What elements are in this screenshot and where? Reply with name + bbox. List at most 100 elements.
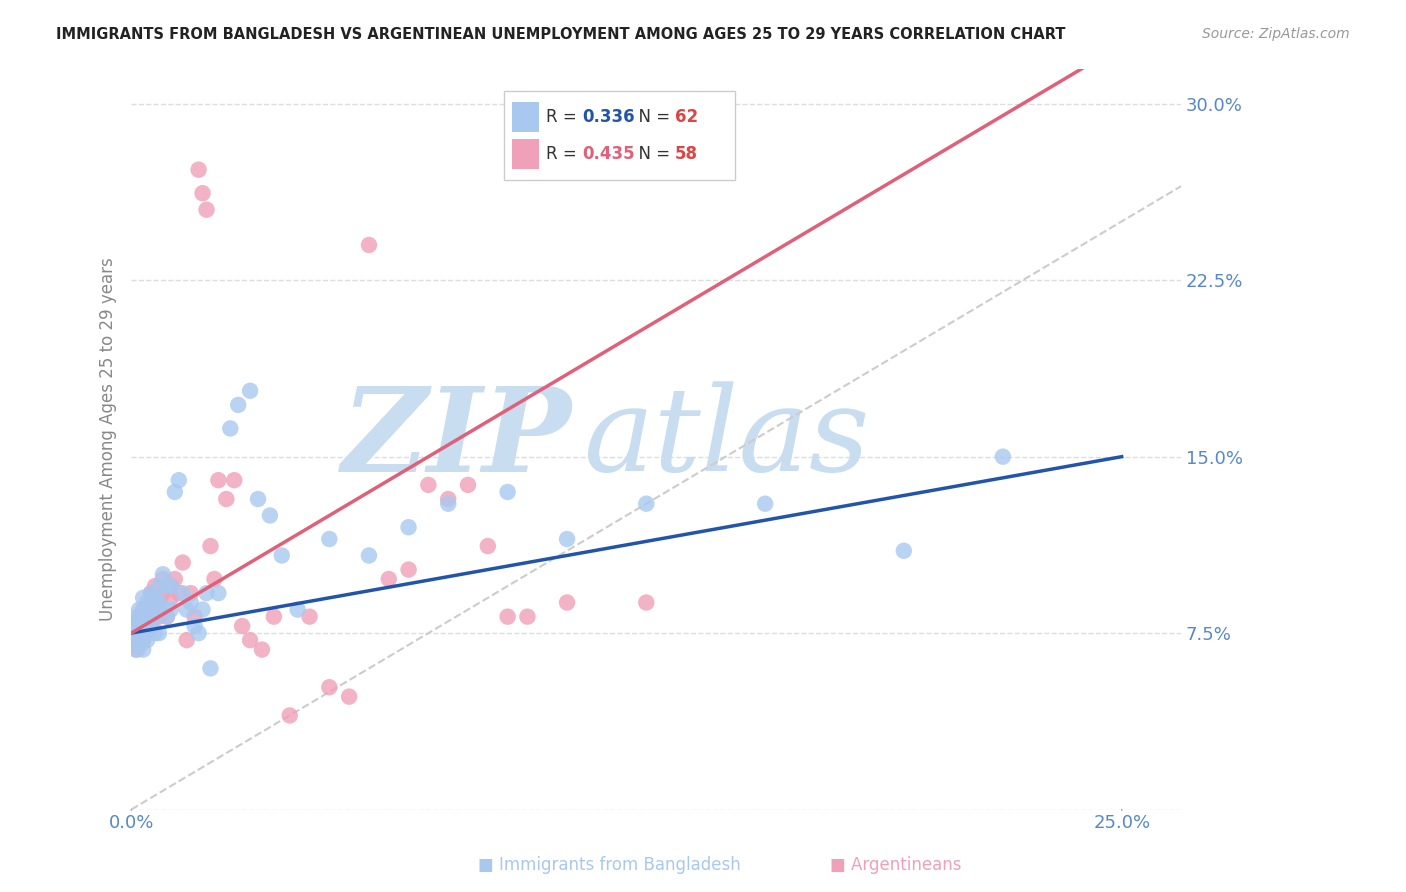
Point [156, 579, 179, 593]
Point [187, 626, 209, 640]
Point [516, 609, 538, 624]
Point [555, 532, 578, 546]
Text: IMMIGRANTS FROM BANGLADESH VS ARGENTINEAN UNEMPLOYMENT AMONG AGES 25 TO 29 YEARS: IMMIGRANTS FROM BANGLADESH VS ARGENTINEA… [56, 27, 1066, 42]
Point [183, 609, 205, 624]
Point [191, 186, 214, 201]
Point [132, 619, 155, 633]
Point [148, 626, 170, 640]
Point [160, 579, 183, 593]
Point [152, 586, 174, 600]
Point [136, 624, 159, 638]
Point [132, 609, 155, 624]
Point [124, 633, 146, 648]
Point [152, 572, 174, 586]
Point [132, 642, 155, 657]
Point [124, 642, 146, 657]
Point [318, 680, 340, 694]
Point [318, 532, 340, 546]
Point [132, 628, 155, 642]
Point [132, 602, 155, 616]
Point [148, 595, 170, 609]
Point [337, 690, 360, 704]
Point [167, 586, 190, 600]
Bar [503, 91, 735, 179]
Point [160, 591, 183, 605]
Point [143, 626, 166, 640]
Point [437, 497, 460, 511]
Point [128, 619, 150, 633]
Point [139, 619, 162, 633]
Text: ■ Immigrants from Bangladesh: ■ Immigrants from Bangladesh [478, 855, 741, 873]
Point [139, 595, 162, 609]
Point [176, 633, 198, 648]
Text: R =: R = [546, 145, 582, 162]
Point [207, 586, 229, 600]
Point [136, 624, 159, 638]
Point [124, 633, 146, 648]
Point [239, 633, 262, 648]
Point [143, 609, 166, 624]
Point [496, 609, 519, 624]
Text: 58: 58 [675, 145, 699, 162]
Point [148, 609, 170, 624]
Point [139, 602, 162, 616]
Point [231, 619, 253, 633]
Point [437, 491, 460, 506]
Bar [512, 139, 538, 169]
Point [148, 579, 170, 593]
Point [418, 478, 440, 492]
Point [215, 491, 238, 506]
Point [239, 384, 262, 398]
Point [207, 473, 229, 487]
Point [132, 624, 155, 638]
Point [172, 586, 194, 600]
Point [180, 595, 202, 609]
Point [398, 563, 420, 577]
Point [127, 642, 149, 657]
Point [167, 473, 190, 487]
Point [143, 591, 166, 605]
Point [160, 579, 183, 593]
Point [143, 579, 166, 593]
Point [128, 638, 150, 652]
Point [247, 491, 270, 506]
Y-axis label: Unemployment Among Ages 25 to 29 years: Unemployment Among Ages 25 to 29 years [100, 257, 117, 621]
Point [152, 602, 174, 616]
Point [176, 602, 198, 616]
Point [152, 567, 174, 582]
Point [124, 619, 146, 633]
Point [555, 595, 578, 609]
Point [893, 543, 915, 558]
Point [204, 572, 226, 586]
Text: R =: R = [546, 108, 582, 126]
Point [124, 615, 146, 629]
Point [128, 609, 150, 624]
Text: atlas: atlas [582, 382, 869, 496]
Point [357, 238, 380, 252]
Point [128, 602, 150, 616]
Point [278, 708, 301, 723]
Point [143, 609, 166, 624]
Point [136, 633, 159, 648]
Point [180, 586, 202, 600]
Point [250, 642, 273, 657]
Point [263, 609, 285, 624]
Point [191, 602, 214, 616]
Bar [512, 102, 538, 131]
Point [132, 591, 155, 605]
Point [636, 595, 658, 609]
Text: ■ Argentineans: ■ Argentineans [830, 855, 962, 873]
Point [357, 549, 380, 563]
Point [496, 485, 519, 500]
Point [224, 473, 246, 487]
Point [183, 619, 205, 633]
Point [163, 572, 186, 586]
Point [136, 595, 159, 609]
Text: Source: ZipAtlas.com: Source: ZipAtlas.com [1202, 27, 1350, 41]
Text: 0.435: 0.435 [582, 145, 636, 162]
Point [128, 633, 150, 648]
Point [287, 602, 309, 616]
Point [298, 609, 321, 624]
Point [122, 626, 145, 640]
Point [378, 572, 401, 586]
